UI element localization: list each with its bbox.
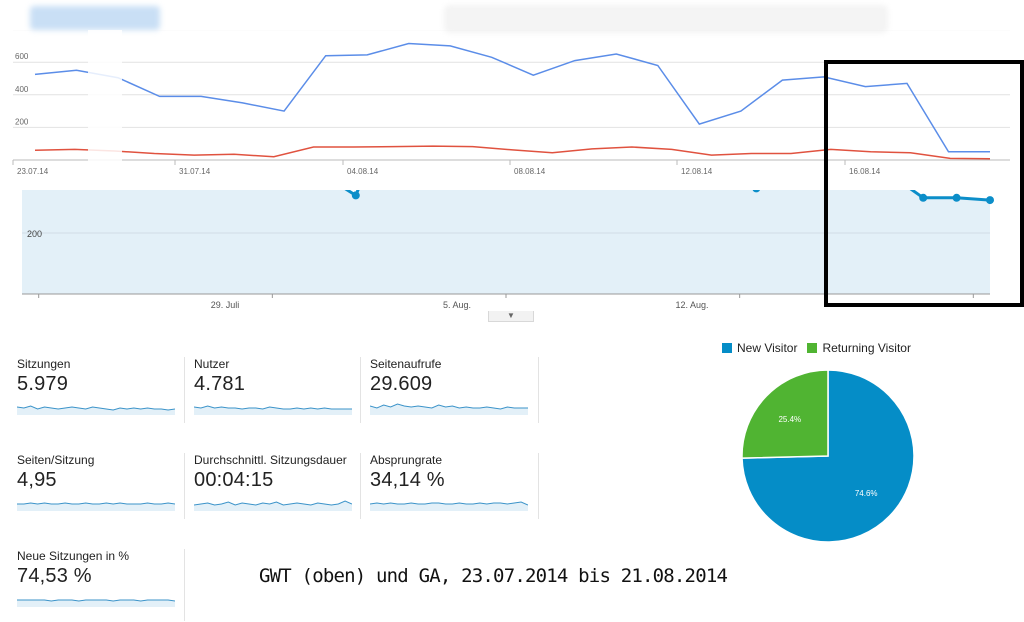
metric-value: 4,95	[17, 469, 57, 491]
sparkline-line	[370, 403, 528, 410]
sparkline-fill	[194, 501, 352, 511]
ga-x-label: 29. Juli	[211, 300, 240, 310]
metric-sparkline	[194, 405, 352, 415]
chart-collapse-toggle[interactable]: ▼	[488, 311, 534, 322]
sparkline-line	[17, 502, 175, 505]
metric-separator	[184, 549, 185, 621]
sparkline-line	[194, 500, 352, 506]
metric-tile[interactable]: Seitenaufrufe 29.609	[370, 357, 540, 415]
gwt-line-chart: 80060040020023.07.1431.07.1404.08.1408.0…	[12, 30, 1010, 176]
legend-label-returning-visitor: Returning Visitor	[822, 341, 911, 355]
metric-sparkline	[194, 500, 352, 511]
sparkline-line	[370, 501, 528, 506]
metric-label: Neue Sitzungen in %	[17, 549, 130, 563]
metric-value: 74,53 %	[17, 565, 92, 587]
gwt-blue-series-line	[34, 42, 990, 153]
metric-tile[interactable]: Neue Sitzungen in % 74,53 %	[17, 549, 187, 607]
sparkline-line	[17, 599, 175, 602]
metric-label: Sitzungen	[17, 357, 71, 371]
metric-sparkline	[17, 502, 175, 511]
metric-tile[interactable]: Seiten/Sitzung 4,95	[17, 453, 187, 511]
ga-sessions-chart: 200 29. Juli 5. Aug. 12. Aug.	[22, 190, 994, 310]
metric-tile[interactable]: Nutzer 4.781	[194, 357, 364, 415]
ga-area-fill	[22, 190, 990, 294]
sparkline-line	[194, 405, 352, 410]
legend-swatch-new-visitor	[722, 343, 732, 353]
gwt-x-label: 08.08.14	[514, 167, 546, 176]
metric-tile[interactable]: Absprungrate 34,14 %	[370, 453, 540, 511]
legend-item-new-visitor[interactable]: New Visitor	[722, 341, 797, 355]
legend-swatch-returning-visitor	[807, 343, 818, 353]
metric-sparkline	[370, 501, 528, 511]
legend-item-returning-visitor[interactable]: Returning Visitor	[807, 341, 911, 355]
visitor-pie-chart: 74.6% 25.4%	[741, 370, 915, 543]
metric-tile[interactable]: Sitzungen 5.979	[17, 357, 187, 415]
gwt-x-label: 16.08.14	[849, 167, 881, 176]
metric-sparkline	[17, 599, 175, 607]
ga-data-point[interactable]	[986, 196, 994, 205]
pie-legend: New Visitor Returning Visitor	[722, 341, 921, 355]
blurred-header-left	[30, 6, 160, 30]
metric-separator	[360, 453, 361, 519]
ga-data-point[interactable]	[752, 190, 760, 193]
metric-separator	[538, 357, 539, 423]
pie-value-label: 74.6%	[855, 489, 878, 498]
gwt-x-label: 12.08.14	[681, 167, 713, 176]
metric-label: Nutzer	[194, 357, 230, 371]
gwt-y-tick: 400	[15, 85, 29, 94]
ga-x-label: 12. Aug.	[675, 300, 708, 310]
highlight-box	[824, 60, 1024, 307]
ga-data-point[interactable]	[919, 193, 928, 202]
gwt-y-tick: 600	[15, 52, 29, 61]
metric-value: 34,14 %	[370, 469, 445, 491]
sparkline-fill	[17, 600, 175, 607]
metric-label: Seiten/Sitzung	[17, 453, 95, 467]
metric-label: Absprungrate	[370, 453, 443, 467]
gwt-x-label: 31.07.14	[179, 167, 211, 176]
pie-slice-returning-visitor[interactable]	[741, 370, 829, 459]
sparkline-line	[17, 405, 175, 411]
gwt-x-label: 04.08.14	[347, 167, 379, 176]
metric-tile[interactable]: Durchschnittl. Sitzungsdauer 00:04:15	[194, 453, 364, 511]
sparkline-fill	[370, 404, 528, 415]
ga-data-point[interactable]	[351, 191, 360, 200]
metric-separator	[184, 453, 185, 519]
gwt-red-series-line	[34, 145, 991, 160]
metric-value: 00:04:15	[194, 469, 274, 491]
chevron-down-icon: ▼	[507, 311, 515, 320]
sparkline-fill	[17, 503, 175, 511]
metric-label: Durchschnittl. Sitzungsdauer	[194, 453, 347, 467]
blur-overlay	[88, 30, 122, 170]
blurred-header-right	[445, 6, 887, 32]
metric-label: Seitenaufrufe	[370, 357, 442, 371]
legend-label-new-visitor: New Visitor	[737, 341, 798, 355]
ga-data-point[interactable]	[952, 193, 961, 202]
gwt-y-tick: 200	[15, 117, 29, 126]
metric-separator	[184, 357, 185, 423]
metric-value: 4.781	[194, 373, 246, 395]
metric-value: 29.609	[370, 373, 433, 395]
gwt-x-label: 23.07.14	[17, 167, 49, 176]
metric-value: 5.979	[17, 373, 69, 395]
metric-sparkline	[17, 405, 175, 415]
ga-y-tick: 200	[27, 229, 42, 239]
caption: GWT (oben) und GA, 23.07.2014 bis 21.08.…	[259, 565, 728, 587]
metric-sparkline	[370, 403, 528, 415]
metric-separator	[360, 357, 361, 423]
ga-x-label: 5. Aug.	[443, 300, 471, 310]
metric-separator	[538, 453, 539, 519]
pie-value-label: 25.4%	[778, 415, 801, 424]
